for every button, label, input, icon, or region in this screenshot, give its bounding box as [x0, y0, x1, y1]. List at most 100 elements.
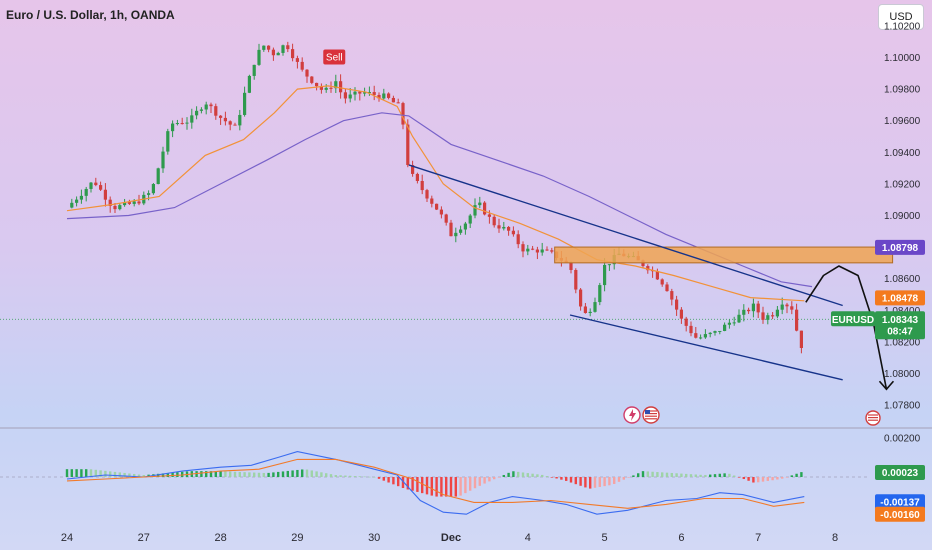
- macd-histogram-bar: [488, 477, 491, 482]
- time-axis-tick: Dec: [441, 532, 461, 544]
- macd-histogram-bar: [449, 477, 453, 497]
- candle-body: [89, 182, 93, 189]
- candle-body: [459, 229, 463, 233]
- price-axis-tick: 1.09200: [884, 179, 921, 190]
- macd-histogram-bar: [574, 477, 577, 485]
- signal-tag: [875, 506, 925, 522]
- macd-histogram-bar: [622, 477, 625, 480]
- candle-body: [319, 86, 323, 90]
- macd-histogram-bar: [569, 477, 573, 483]
- signal-line: [66, 458, 805, 509]
- macd-histogram-bar: [363, 476, 366, 478]
- price-axis-tick: 1.09800: [884, 85, 921, 96]
- macd-histogram-bar: [305, 469, 309, 477]
- macd-histogram-bar: [589, 477, 592, 489]
- candle-body: [478, 202, 482, 206]
- macd-histogram-bar: [291, 470, 294, 477]
- macd-histogram-bar: [257, 472, 261, 477]
- candle-body: [531, 248, 535, 250]
- macd-histogram-bar: [243, 472, 246, 477]
- time-axis-tick: 30: [368, 532, 380, 544]
- candle-body: [689, 325, 693, 334]
- macd-tag: [875, 494, 925, 510]
- candle-body: [252, 64, 256, 76]
- candle-body: [358, 91, 362, 94]
- candle-body: [75, 199, 79, 203]
- resistance-zone: [554, 246, 894, 264]
- candle-body: [718, 330, 722, 332]
- flash-event-icon: [623, 406, 641, 424]
- macd-histogram-bar: [238, 471, 241, 477]
- macd-histogram-bar: [113, 471, 117, 477]
- macd-histogram-bar: [233, 471, 237, 477]
- candle-body: [756, 303, 760, 313]
- candle-body: [219, 115, 223, 118]
- candle-body: [353, 91, 357, 95]
- candle-body: [185, 122, 189, 124]
- macd-histogram-bar: [315, 471, 318, 477]
- flag-circle: [642, 406, 660, 424]
- macd-histogram-bar: [478, 477, 481, 486]
- macd-histogram-bar: [157, 473, 160, 477]
- macd-histogram-bar: [795, 473, 798, 477]
- candle-body: [449, 222, 453, 237]
- macd-histogram-bar: [464, 477, 467, 494]
- us-flag-event-icon-right: [865, 410, 881, 426]
- candle-body: [271, 49, 275, 56]
- macd-histogram-bar: [536, 474, 539, 477]
- candle-body: [670, 291, 674, 300]
- candle-body: [228, 121, 232, 125]
- candle-body: [166, 131, 170, 152]
- macd-histogram-bar: [349, 475, 352, 477]
- macd-histogram-bar: [416, 477, 419, 492]
- macd-histogram-bar: [171, 472, 174, 477]
- currency-button[interactable]: USD: [878, 4, 924, 30]
- macd-histogram-bar: [325, 473, 328, 477]
- macd-histogram-bar: [286, 470, 289, 477]
- macd-histogram-bar: [761, 477, 765, 482]
- macd-histogram-bar: [459, 477, 462, 496]
- candle-body: [607, 264, 611, 266]
- macd-histogram-bar: [656, 472, 659, 477]
- macd-histogram-bar: [560, 477, 563, 480]
- macd-histogram-bar: [680, 473, 683, 477]
- macd-histogram-bar: [128, 473, 131, 477]
- candle-body: [747, 309, 751, 312]
- candle-body: [675, 299, 679, 310]
- time-axis-tick: 5: [602, 532, 608, 544]
- candle-body: [761, 312, 765, 320]
- macd-histogram-bar: [598, 477, 601, 487]
- candle-body: [411, 165, 415, 174]
- macd-histogram-bar: [675, 473, 678, 477]
- macd-histogram-bar: [373, 477, 376, 478]
- candle-body: [684, 318, 688, 326]
- macd-histogram-bar: [613, 477, 616, 484]
- candle-body: [276, 52, 280, 56]
- candle-body: [435, 203, 439, 210]
- candle-body: [751, 303, 755, 312]
- candle-body: [507, 226, 511, 231]
- macd-histogram-bar: [545, 476, 549, 477]
- candle-body: [382, 93, 386, 99]
- candle-body: [511, 230, 515, 235]
- macd-histogram-bar: [550, 477, 553, 478]
- macd-histogram-bar: [411, 477, 414, 491]
- candle-body: [574, 269, 578, 290]
- time-axis-tick: 28: [214, 532, 226, 544]
- macd-histogram-bar: [454, 477, 457, 497]
- candle-body: [521, 244, 525, 252]
- macd-pane: [0, 451, 868, 515]
- candle-body: [703, 334, 707, 338]
- macd-histogram-bar: [473, 477, 477, 489]
- forecast-arrow: [805, 265, 888, 390]
- macd-histogram-bar: [248, 472, 251, 477]
- candle-body: [94, 182, 98, 186]
- price-pane: Sell: [0, 41, 895, 426]
- macd-histogram-bar: [785, 477, 789, 478]
- fast-ma-tag-value: 1.08478: [882, 293, 919, 304]
- macd-histogram-bar: [593, 477, 597, 488]
- macd-histogram-bar: [646, 471, 649, 477]
- macd-histogram-bar: [272, 472, 275, 477]
- candle-body: [723, 324, 727, 331]
